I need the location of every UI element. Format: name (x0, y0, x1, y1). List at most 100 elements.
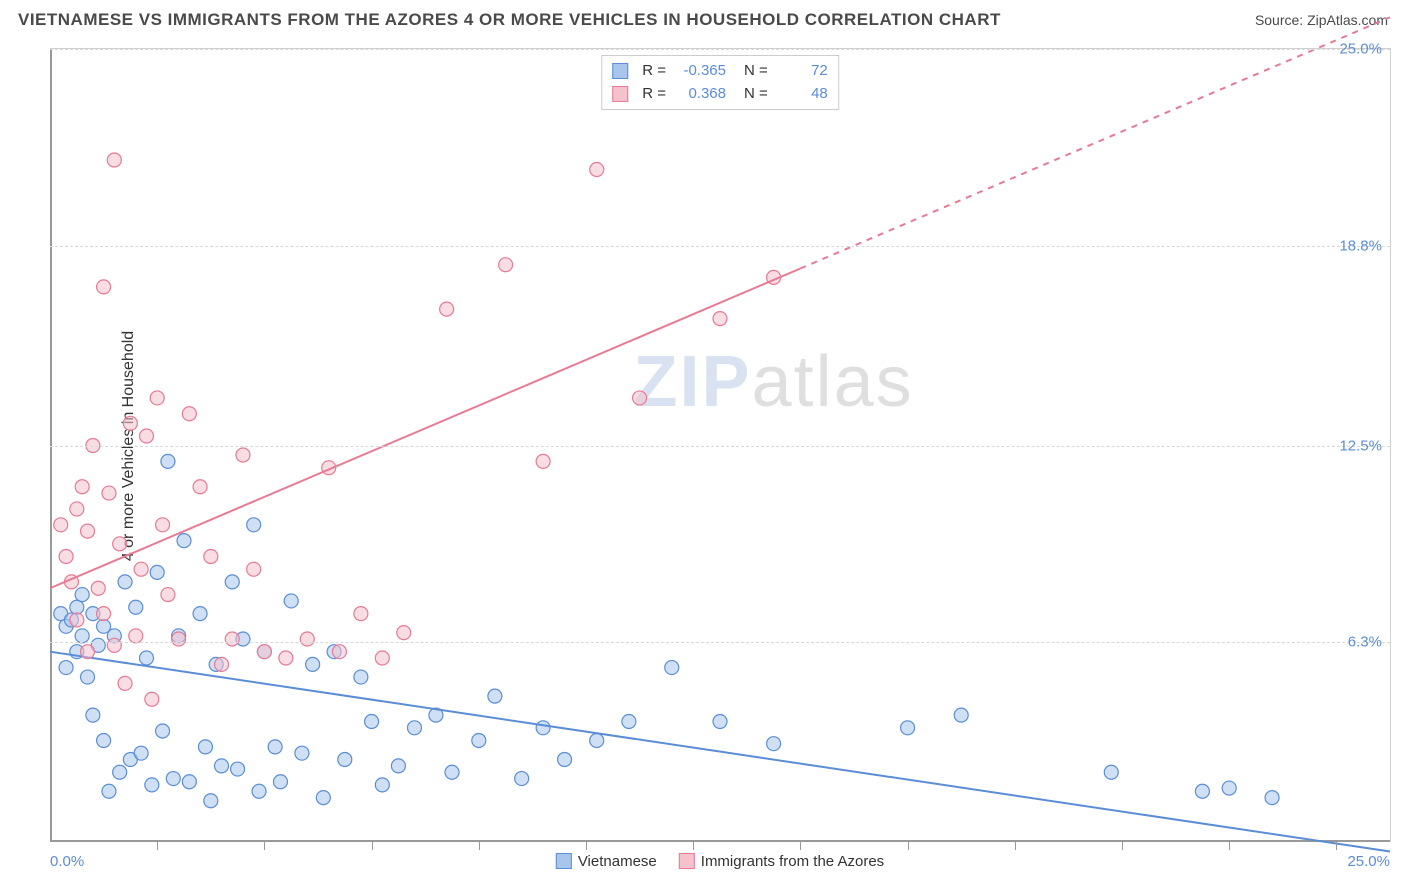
data-point (252, 784, 266, 798)
data-point (70, 502, 84, 516)
data-point (375, 651, 389, 665)
legend-label: Immigrants from the Azores (701, 853, 884, 870)
data-point (536, 454, 550, 468)
plot-area: ZIPatlas R =-0.365N =72R =0.368N =48 6.3… (50, 48, 1391, 842)
trend-line (50, 269, 800, 589)
r-value: -0.365 (674, 60, 726, 83)
n-label: N = (744, 60, 768, 83)
data-point (499, 258, 513, 272)
y-tick-label: 6.3% (1348, 634, 1382, 651)
data-point (81, 524, 95, 538)
data-point (129, 629, 143, 643)
data-point (81, 670, 95, 684)
data-point (70, 600, 84, 614)
gridline (50, 49, 1390, 50)
data-point (97, 280, 111, 294)
data-point (1265, 791, 1279, 805)
data-point (161, 454, 175, 468)
data-point (407, 721, 421, 735)
data-point (134, 746, 148, 760)
data-point (118, 575, 132, 589)
data-point (1222, 781, 1236, 795)
data-point (231, 762, 245, 776)
data-point (54, 518, 68, 532)
data-point (622, 714, 636, 728)
data-point (273, 775, 287, 789)
x-tick (1015, 842, 1016, 850)
data-point (247, 518, 261, 532)
data-point (590, 163, 604, 177)
gridline (50, 642, 1390, 643)
data-point (75, 480, 89, 494)
legend-item: Immigrants from the Azores (679, 853, 884, 870)
data-point (268, 740, 282, 754)
data-point (91, 581, 105, 595)
data-point (161, 588, 175, 602)
data-point (150, 565, 164, 579)
n-value: 48 (776, 83, 828, 106)
legend-swatch (612, 63, 628, 79)
data-point (375, 778, 389, 792)
data-point (75, 629, 89, 643)
data-point (113, 765, 127, 779)
data-point (284, 594, 298, 608)
data-point (70, 613, 84, 627)
data-point (515, 772, 529, 786)
data-point (81, 645, 95, 659)
data-point (193, 607, 207, 621)
data-point (204, 550, 218, 564)
data-point (445, 765, 459, 779)
data-point (75, 588, 89, 602)
data-point (139, 429, 153, 443)
data-point (295, 746, 309, 760)
r-value: 0.368 (674, 83, 726, 106)
data-point (440, 302, 454, 316)
data-point (166, 772, 180, 786)
data-point (118, 676, 132, 690)
data-point (156, 518, 170, 532)
data-point (123, 416, 137, 430)
x-tick (372, 842, 373, 850)
data-point (354, 670, 368, 684)
legend-swatch (612, 86, 628, 102)
data-point (145, 692, 159, 706)
data-point (177, 534, 191, 548)
trend-line-dashed (800, 17, 1390, 268)
data-point (97, 733, 111, 747)
data-point (113, 537, 127, 551)
data-point (279, 651, 293, 665)
data-point (193, 480, 207, 494)
data-point (338, 753, 352, 767)
data-point (1195, 784, 1209, 798)
data-point (558, 753, 572, 767)
data-point (354, 607, 368, 621)
gridline (50, 246, 1390, 247)
data-point (391, 759, 405, 773)
x-tick (157, 842, 158, 850)
data-point (225, 575, 239, 589)
data-point (300, 632, 314, 646)
data-point (172, 632, 186, 646)
correlation-row: R = 0.368 N = 48 (612, 83, 828, 106)
r-label: R = (642, 60, 666, 83)
data-point (182, 407, 196, 421)
data-point (204, 794, 218, 808)
x-tick (1229, 842, 1230, 850)
n-label: N = (744, 83, 768, 106)
legend-swatch (679, 853, 695, 869)
data-point (59, 550, 73, 564)
r-label: R = (642, 83, 666, 106)
data-point (102, 486, 116, 500)
data-point (901, 721, 915, 735)
data-point (215, 657, 229, 671)
data-point (767, 737, 781, 751)
data-point (472, 733, 486, 747)
data-point (59, 661, 73, 675)
gridline (50, 446, 1390, 447)
trend-line (50, 652, 1390, 852)
data-point (107, 153, 121, 167)
data-point (145, 778, 159, 792)
chart-header: VIETNAMESE VS IMMIGRANTS FROM THE AZORES… (0, 0, 1406, 36)
data-point (247, 562, 261, 576)
x-axis-max-label: 25.0% (1347, 853, 1390, 870)
